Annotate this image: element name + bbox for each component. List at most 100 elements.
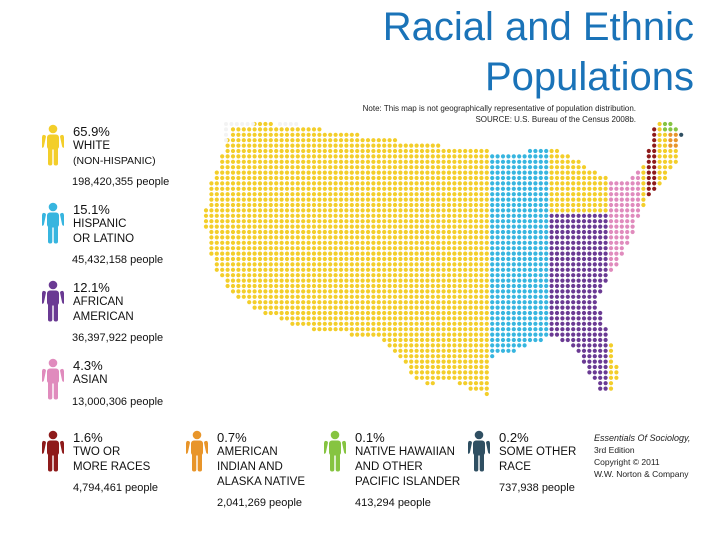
map-dot — [279, 316, 284, 321]
map-dot — [263, 170, 268, 175]
map-dot — [301, 181, 306, 186]
map-dot — [306, 256, 311, 262]
map-dot — [479, 273, 484, 278]
map-dot — [382, 138, 387, 143]
map-dot — [225, 202, 230, 208]
map-dot — [484, 256, 489, 262]
map-dot — [468, 186, 473, 191]
map-dot — [268, 213, 273, 218]
map-dot — [425, 202, 430, 208]
map-dot — [398, 165, 403, 170]
map-dot — [274, 246, 279, 251]
map-dot — [598, 343, 603, 348]
map-dot — [241, 278, 246, 283]
map-dot — [387, 246, 392, 251]
map-dot — [565, 294, 570, 299]
map-dot-empty — [224, 122, 228, 126]
map-dot — [468, 240, 473, 245]
map-dot — [398, 159, 403, 164]
map-dot — [598, 229, 603, 235]
map-dot — [382, 267, 387, 272]
map-dot — [247, 213, 252, 218]
map-dot — [290, 165, 295, 170]
map-dot — [311, 235, 317, 240]
map-dot — [317, 148, 322, 154]
map-dot — [571, 283, 576, 289]
map-dot — [592, 337, 597, 343]
map-dot — [317, 251, 322, 256]
map-dot — [463, 175, 468, 181]
map-dot — [500, 235, 506, 240]
map-dot — [608, 224, 614, 229]
map-dot — [236, 235, 241, 240]
map-dot — [544, 251, 549, 256]
map-dot — [571, 316, 576, 321]
map-dot — [241, 262, 246, 267]
map-dot — [403, 154, 408, 159]
map-dot — [301, 251, 306, 256]
map-dot — [220, 240, 225, 245]
map-dot — [295, 229, 300, 235]
map-dot — [554, 327, 560, 332]
map-dot — [236, 186, 241, 191]
map-dot — [603, 273, 608, 278]
map-dot — [338, 235, 344, 240]
map-dot — [468, 154, 473, 159]
map-dot — [495, 289, 500, 294]
map-dot — [333, 224, 338, 229]
map-dot — [436, 159, 441, 164]
map-dot — [409, 197, 414, 202]
map-dot — [365, 235, 371, 240]
map-dot — [598, 386, 603, 391]
map-dot — [328, 197, 333, 202]
map-dot — [409, 316, 414, 321]
map-dot — [414, 343, 419, 348]
map-dot — [598, 316, 603, 321]
map-dot — [484, 192, 489, 197]
map-dot — [306, 202, 311, 208]
map-dot — [306, 186, 311, 191]
credit-edition: 3rd Edition — [594, 445, 635, 455]
map-dot — [257, 224, 263, 229]
map-dot — [549, 154, 554, 159]
map-dot — [441, 186, 446, 191]
map-dot — [479, 224, 484, 229]
map-dot — [257, 175, 263, 181]
map-dot — [533, 327, 538, 332]
map-dot — [484, 213, 489, 218]
map-dot — [268, 251, 273, 256]
map-dot — [560, 310, 565, 316]
map-dot — [214, 256, 219, 262]
map-dot — [398, 256, 403, 262]
map-dot — [295, 235, 300, 240]
map-dot — [473, 381, 479, 386]
map-dot — [241, 229, 246, 235]
map-dot — [311, 219, 317, 224]
map-dot — [414, 354, 419, 359]
map-dot — [419, 224, 425, 229]
map-dot — [328, 316, 333, 321]
map-dot — [544, 267, 549, 272]
map-dot — [371, 229, 376, 235]
map-dot — [295, 132, 300, 137]
map-dot — [376, 305, 381, 310]
map-dot — [392, 143, 398, 148]
map-dot — [419, 370, 425, 375]
map-dot — [387, 143, 392, 148]
map-dot — [490, 332, 495, 337]
map-dot — [468, 170, 473, 175]
map-dot — [457, 381, 462, 386]
map-dot — [360, 170, 365, 175]
map-dot — [284, 240, 290, 245]
map-dot — [565, 186, 570, 191]
map-dot — [517, 213, 522, 218]
map-dot — [230, 165, 236, 170]
map-dot — [290, 224, 295, 229]
map-dot — [619, 219, 624, 224]
map-dot — [457, 154, 462, 159]
map-dot — [398, 310, 403, 316]
map-dot — [652, 127, 657, 132]
map-dot — [247, 170, 252, 175]
map-dot — [468, 348, 473, 353]
map-dot — [598, 192, 603, 197]
